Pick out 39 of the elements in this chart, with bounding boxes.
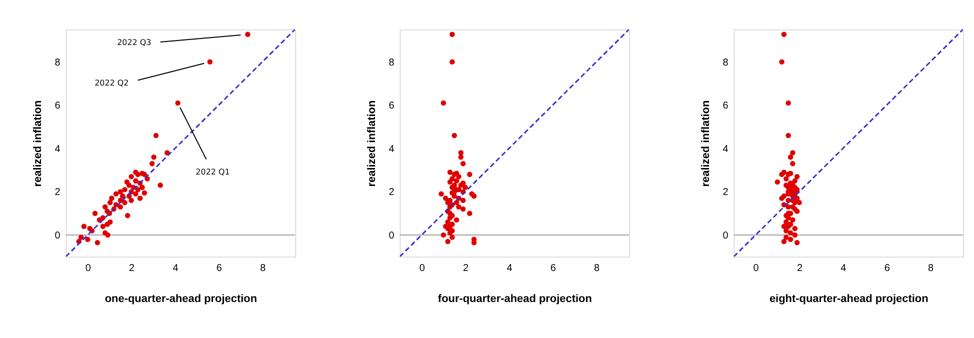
y-axis-title: realized inflation — [366, 100, 378, 187]
y-tick-label: 6 — [388, 100, 395, 112]
x-tick-label: 6 — [550, 263, 556, 274]
y-axis-title: realized inflation — [32, 100, 44, 187]
y-tick-label: 2 — [722, 187, 729, 198]
x-tick-label: 2 — [463, 263, 470, 274]
annotation: 2022 Q2 — [94, 78, 129, 88]
x-tick-label: 6 — [884, 263, 890, 274]
y-tick-label: 0 — [54, 230, 61, 242]
x-tick-label: 2 — [796, 263, 803, 274]
x-tick-label: 8 — [594, 263, 600, 274]
y-tick-label: 2 — [388, 187, 395, 198]
x-tick-label: 4 — [506, 263, 513, 274]
x-tick-label: 6 — [216, 263, 222, 274]
x-tick-label: 4 — [172, 263, 179, 274]
annotation: 2022 Q3 — [117, 38, 152, 48]
x-tick-label: 4 — [840, 263, 847, 274]
y-tick-label: 6 — [54, 100, 61, 112]
y-tick-label: 2 — [54, 187, 61, 198]
x-tick-label: 8 — [928, 263, 934, 274]
x-tick-label: 0 — [85, 263, 92, 274]
x-tick-label: 2 — [129, 263, 136, 274]
y-tick-label: 4 — [54, 144, 61, 155]
x-tick-label: 0 — [753, 263, 760, 274]
x-tick-label: 0 — [419, 263, 426, 274]
x-tick-label: 8 — [260, 263, 266, 274]
y-tick-label: 0 — [388, 230, 395, 242]
annotation: 2022 Q1 — [196, 167, 230, 176]
y-axis-title: realized inflation — [700, 100, 712, 187]
x-axis-title: four-quarter-ahead projection — [438, 293, 592, 306]
y-tick-label: 8 — [54, 57, 61, 68]
y-tick-label: 8 — [388, 57, 395, 68]
y-tick-label: 0 — [722, 230, 729, 242]
x-axis-title: one-quarter-ahead projection — [104, 293, 258, 306]
y-tick-label: 8 — [722, 57, 729, 68]
x-axis-title: eight-quarter-ahead projection — [769, 293, 929, 306]
y-tick-label: 4 — [722, 144, 729, 155]
y-tick-label: 6 — [722, 100, 729, 112]
y-tick-label: 4 — [388, 144, 395, 155]
